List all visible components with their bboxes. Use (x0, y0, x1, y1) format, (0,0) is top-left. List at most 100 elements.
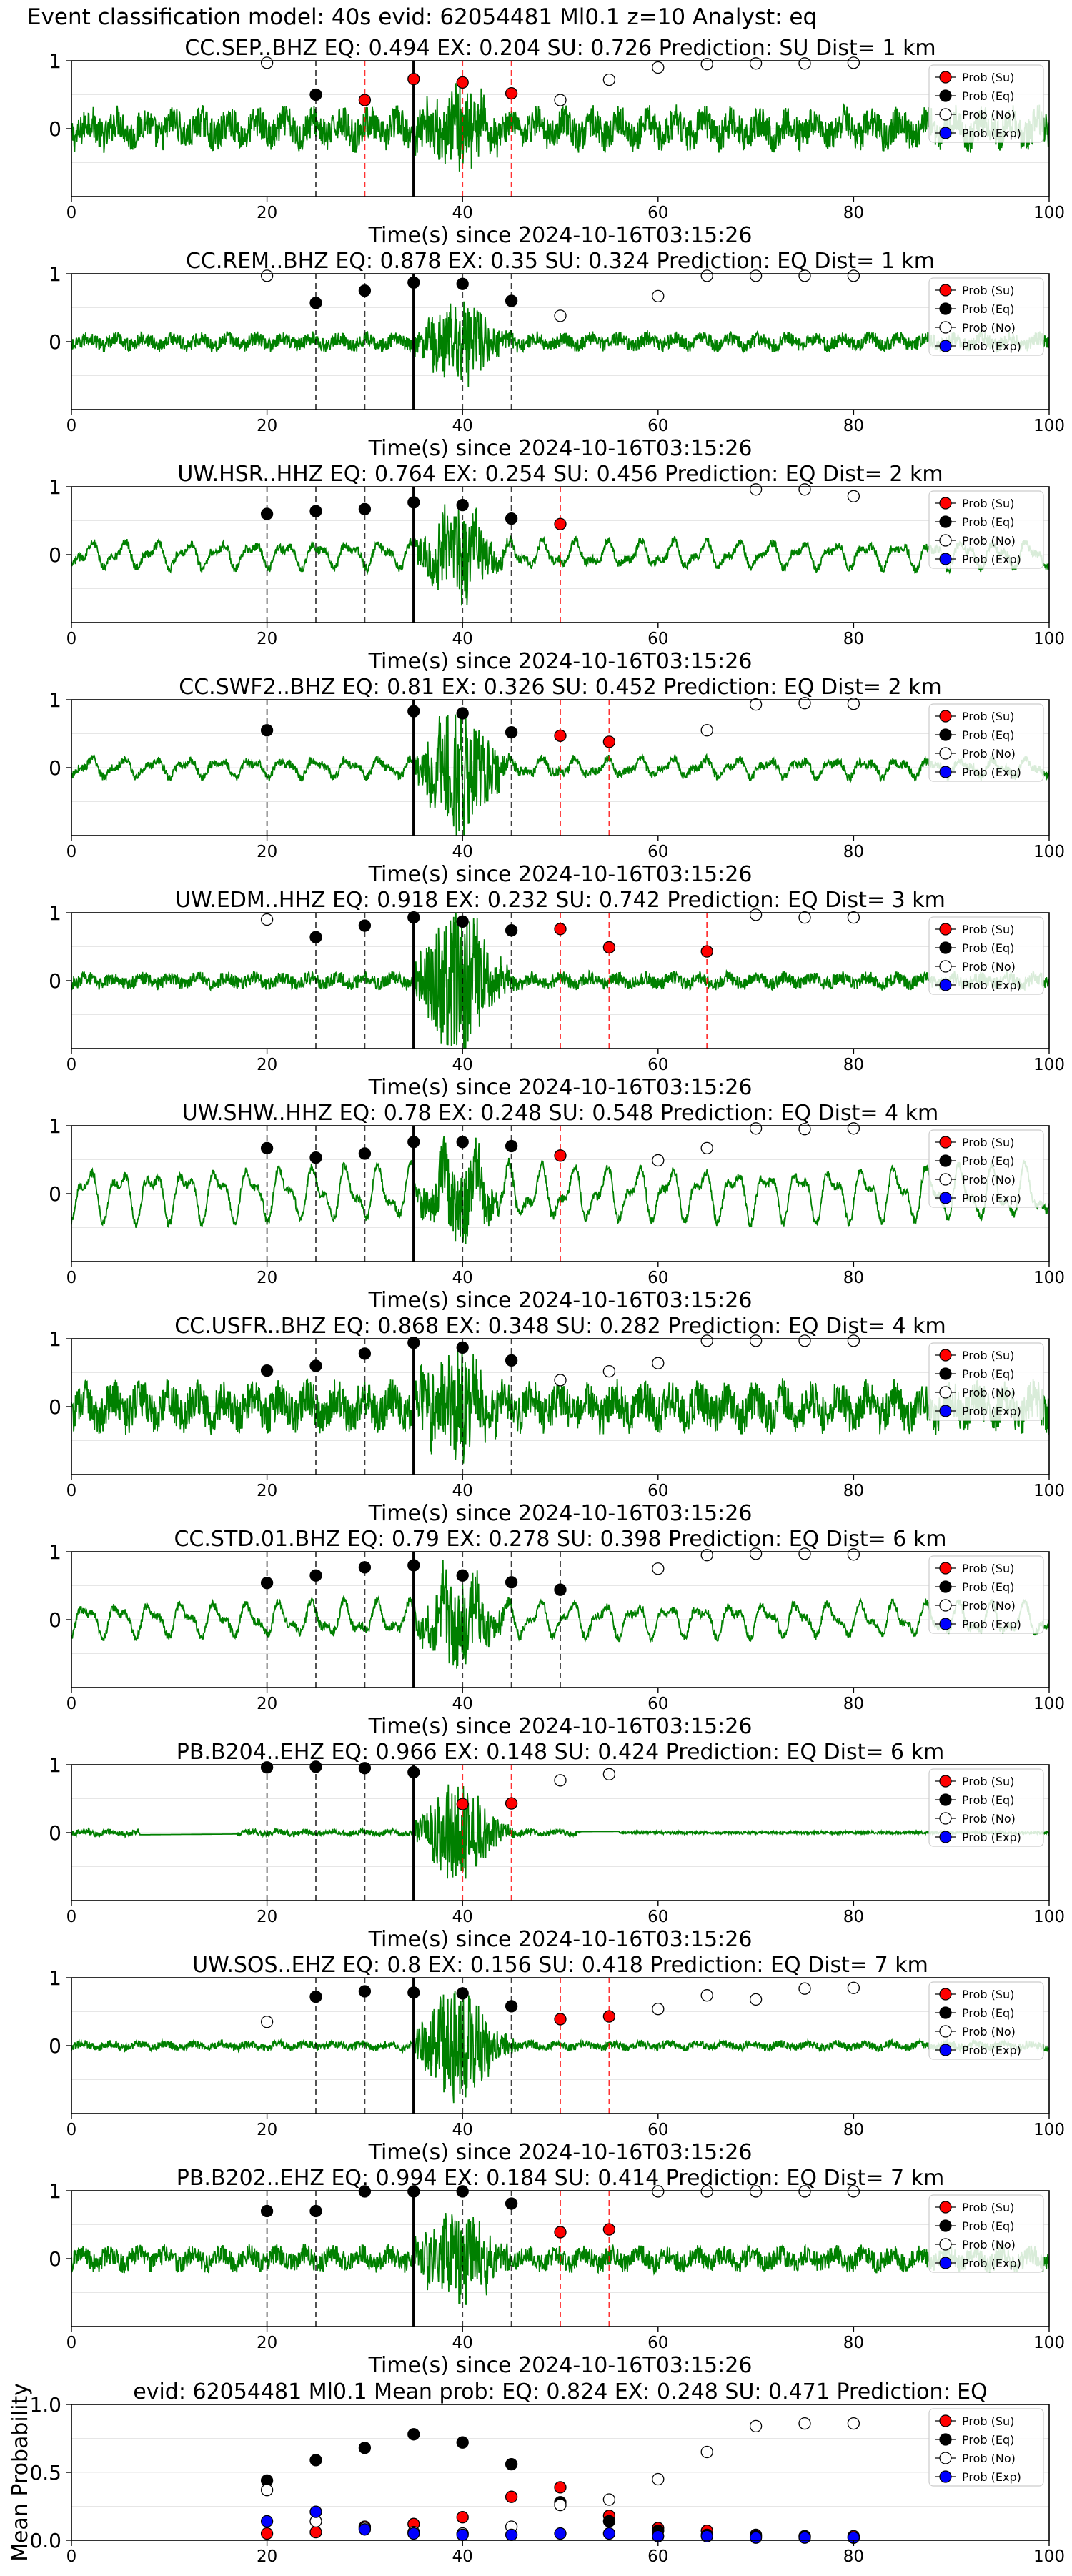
legend: Prob (Su) Prob (Eq) Prob (No) Prob (Exp) (928, 1342, 1044, 1421)
prob-point-exp (407, 2527, 420, 2540)
legend-marker-eq (939, 1793, 952, 1806)
x-tick-label: 60 (647, 1056, 668, 1074)
prob-point-eq (505, 1576, 518, 1589)
legend-marker-su (939, 1775, 952, 1788)
legend-marker-no (939, 1812, 952, 1825)
prob-point-eq (456, 499, 469, 512)
x-tick-label: 80 (843, 1908, 864, 1926)
x-tick-label: 40 (452, 204, 473, 222)
station-title: PB.B202..EHZ EQ: 0.994 EX: 0.184 SU: 0.4… (177, 2166, 945, 2191)
x-tick-label: 0 (66, 1482, 77, 1500)
x-tick-label: 100 (1033, 2334, 1065, 2352)
y-tick-label: 0 (49, 1821, 61, 1845)
prob-point-su (554, 2481, 567, 2494)
y-tick-label: 0 (49, 1182, 61, 1206)
x-axis-label: Time(s) since 2024-10-16T03:15:26 (368, 2353, 753, 2378)
x-tick-label: 0 (66, 843, 77, 861)
station-panel-8: 0 20 40 60 80 100 1 0 PB.B204..EHZ EQ: 0.966 EX:… (49, 1740, 1065, 1952)
prob-point-eq (309, 1990, 322, 2003)
prob-point-eq (602, 2515, 616, 2528)
prob-point-su (602, 941, 616, 954)
station-panel-10: 0 20 40 60 80 100 1 0 PB.B202..EHZ EQ: 0.994 EX:… (49, 2166, 1065, 2378)
prob-point-no (749, 2185, 763, 2198)
legend-marker-no (939, 2452, 952, 2464)
y-tick-label: 0 (49, 2247, 61, 2271)
prob-point-no (847, 1981, 860, 1994)
y-tick-label: 0 (49, 330, 61, 354)
legend-marker-eq (939, 515, 952, 528)
x-tick-label: 40 (452, 1908, 473, 1926)
prob-point-su (309, 2525, 322, 2539)
y-tick-label: 1 (49, 1966, 61, 1990)
prob-point-eq (407, 2428, 420, 2441)
legend-marker-eq (939, 1154, 952, 1167)
legend-label-no: Prob (No) (962, 2452, 1016, 2465)
prob-point-exp (602, 2527, 616, 2540)
prob-point-no (652, 2472, 665, 2486)
station-title: UW.HSR..HHZ EQ: 0.764 EX: 0.254 SU: 0.45… (177, 462, 943, 487)
prob-point-no (749, 1993, 763, 2006)
prob-point-no (602, 1768, 616, 1780)
legend-label-eq: Prob (Eq) (962, 1154, 1014, 1168)
plot-body (71, 1765, 1049, 1901)
x-tick-label: 0 (66, 1908, 77, 1926)
y-tick-label: 1 (49, 1114, 61, 1138)
legend-box (928, 64, 1044, 143)
legend: Prob (Su) Prob (Eq) Prob (No) Prob (Exp) (928, 1768, 1044, 1847)
prob-point-eq (309, 2204, 322, 2218)
prob-point-su (456, 2511, 469, 2524)
prob-point-eq (358, 2442, 372, 2454)
prob-point-eq (505, 1354, 518, 1367)
legend-label-no: Prob (No) (962, 2025, 1016, 2038)
prob-point-eq (456, 1136, 469, 1149)
x-tick-label: 40 (452, 843, 473, 861)
y-tick-label: 0 (49, 543, 61, 567)
prob-point-su (358, 94, 372, 106)
prob-point-no (749, 2419, 763, 2433)
legend-label-eq: Prob (Eq) (962, 89, 1014, 103)
prob-point-su (602, 735, 616, 748)
prob-point-eq (456, 1341, 469, 1354)
legend: Prob (Su) Prob (Eq) Prob (No) Prob (Exp) (928, 1129, 1044, 1208)
x-axis-label: Time(s) since 2024-10-16T03:15:26 (368, 649, 753, 674)
prob-point-no (554, 1774, 567, 1787)
prob-point-no (652, 1154, 665, 1167)
legend-label-no: Prob (No) (962, 108, 1016, 122)
legend-label-su: Prob (Su) (962, 923, 1014, 936)
prob-point-eq (260, 1577, 274, 1590)
y-tick-label: 1 (49, 2179, 61, 2203)
plot-body (71, 1552, 1049, 1688)
station-title: CC.REM..BHZ EQ: 0.878 EX: 0.35 SU: 0.324… (186, 249, 935, 274)
station-panel-4: 0 20 40 60 80 100 1 0 UW.EDM..HHZ EQ: 0.918 EX: … (49, 888, 1065, 1100)
station-panel-0: 0 20 40 60 80 100 1 0 CC.SEP..BHZ EQ: 0.494 EX: … (49, 36, 1065, 248)
prob-point-eq (505, 725, 518, 739)
legend: Prob (Su) Prob (Eq) Prob (No) Prob (Exp) (928, 703, 1044, 782)
legend-marker-no (939, 108, 952, 121)
prob-point-eq (407, 2185, 420, 2198)
y-tick-label: 1 (49, 901, 61, 925)
legend-label-su: Prob (Su) (962, 1775, 1014, 1788)
prob-point-no (700, 2445, 713, 2459)
prob-point-su (602, 2010, 616, 2023)
x-tick-label: 20 (257, 1482, 277, 1500)
x-tick-label: 100 (1033, 417, 1065, 435)
prob-point-eq (456, 2436, 469, 2449)
prob-point-no (554, 309, 567, 322)
plot-body (71, 1978, 1049, 2114)
y-axis-label: Mean Probability (8, 2383, 33, 2562)
plot-body (71, 913, 1049, 1049)
x-tick-label: 40 (452, 417, 473, 435)
legend-box (928, 490, 1044, 569)
x-tick-label: 0 (66, 1056, 77, 1074)
station-title: PB.B204..EHZ EQ: 0.966 EX: 0.148 SU: 0.4… (177, 1740, 945, 1765)
prob-point-no (847, 1334, 860, 1347)
prob-point-no (847, 269, 860, 282)
prob-point-eq (309, 1569, 322, 1582)
prob-point-eq (260, 724, 274, 737)
legend-box (928, 1981, 1044, 2060)
x-tick-label: 100 (1033, 1269, 1065, 1287)
prob-point-eq (407, 911, 420, 924)
x-tick-label: 20 (257, 2547, 277, 2566)
x-tick-label: 80 (843, 2547, 864, 2566)
prob-point-eq (358, 502, 372, 515)
